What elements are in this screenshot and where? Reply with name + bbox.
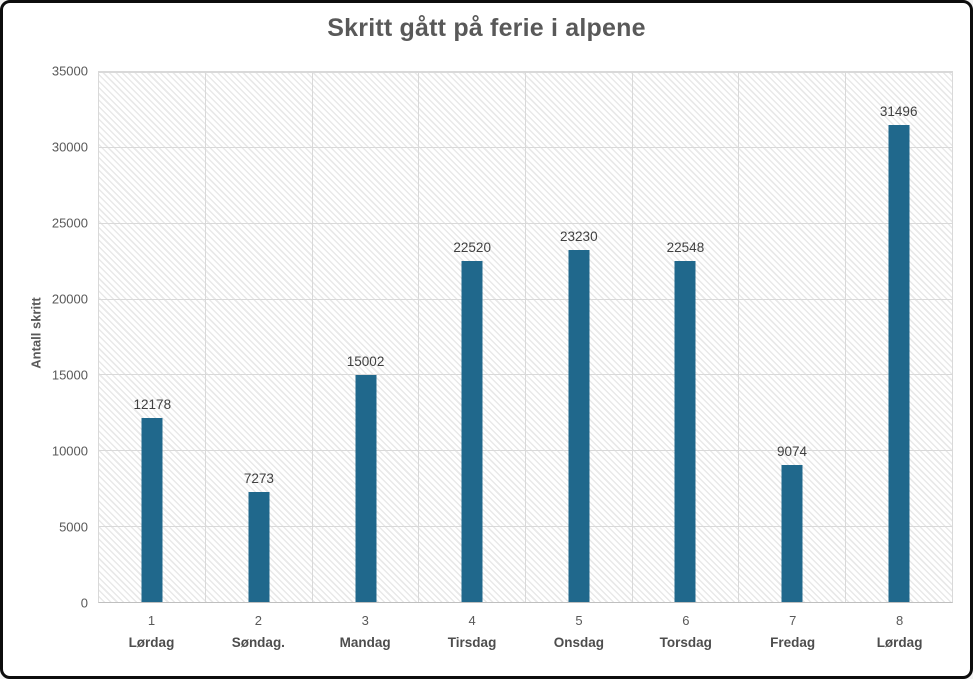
x-axis-day-name: Tirsdag: [447, 635, 497, 650]
bar-value-label: 22548: [666, 239, 705, 255]
category-slot: 9074: [739, 72, 846, 602]
vertical-gridline: [844, 72, 846, 602]
bar-value-label: 22520: [453, 239, 491, 255]
bar-value-label: 15002: [346, 353, 385, 369]
x-axis-day-number: 5: [575, 613, 583, 628]
x-axis-category: 6 Torsdag: [632, 604, 739, 674]
vertical-gridline: [525, 72, 526, 602]
bar-value-label: 12178: [133, 396, 172, 412]
bar: [888, 125, 910, 602]
x-axis-day-name: Mandag: [339, 635, 391, 650]
x-axis-day-number: 6: [682, 613, 690, 628]
x-axis-category: 7 Fredag: [739, 604, 846, 674]
category-slot: 31496: [845, 72, 952, 602]
category-slot: 22548: [632, 72, 739, 602]
x-axis-day-number: 8: [895, 613, 904, 628]
bar: [568, 250, 590, 602]
vertical-gridline: [205, 72, 207, 602]
x-axis-category: 2 Søndag.: [205, 604, 312, 674]
chart-title: Skritt gått på ferie i alpene: [327, 14, 646, 42]
x-axis-day-name: Lørdag: [876, 635, 923, 650]
x-axis-day-number: 7: [789, 613, 797, 628]
vertical-gridline: [418, 72, 420, 602]
vertical-gridline: [631, 72, 633, 602]
category-slot: 23230: [526, 72, 633, 602]
y-axis-tick-label: 25000: [51, 215, 88, 231]
x-axis-day-name: Onsdag: [553, 635, 605, 650]
y-axis-tick-label: 0: [80, 595, 88, 611]
x-axis-category: 8 Lørdag: [846, 604, 953, 674]
plot-area: 12178 7273 15002 22520 23230 22548 9074 31496: [98, 71, 953, 603]
x-axis-day-number: 2: [254, 613, 262, 628]
category-slot: 22520: [419, 72, 526, 602]
x-axis-day-name: Søndag.: [231, 635, 285, 650]
category-slot: 15002: [312, 72, 419, 602]
bar-value-label: 31496: [879, 104, 918, 120]
vertical-gridline: [311, 72, 313, 602]
y-axis-tick-label: 10000: [51, 443, 88, 459]
x-axis-day-number: 3: [361, 613, 369, 628]
y-axis-tick-label: 35000: [51, 63, 88, 79]
bar: [248, 491, 270, 602]
bar: [461, 260, 483, 602]
x-axis-category: 3 Mandag: [312, 604, 419, 674]
y-axis-tick-label: 15000: [51, 367, 88, 383]
x-axis-day-number: 4: [468, 613, 476, 628]
bar: [141, 417, 163, 602]
bar: [355, 374, 377, 602]
x-axis-category: 5 Onsdag: [526, 604, 633, 674]
category-slot: 7273: [206, 72, 313, 602]
bar-value-label: 23230: [560, 229, 598, 245]
bar: [781, 464, 803, 602]
category-slot: 12178: [99, 72, 206, 602]
vertical-gridline: [738, 72, 740, 602]
y-axis-tick-label: 20000: [51, 291, 88, 307]
y-axis-tick-labels: 0 5000 10000 15000 20000 25000 30000 35000: [3, 64, 88, 611]
x-axis-category: 1 Lørdag: [98, 604, 205, 674]
x-axis-day-name: Lørdag: [128, 635, 175, 650]
bar-value-label: 9074: [777, 443, 808, 459]
x-axis-day-name: Fredag: [770, 635, 816, 650]
x-axis-category: 4 Tirsdag: [419, 604, 526, 674]
x-axis-labels: 1 Lørdag 2 Søndag. 3 Mandag 4 Tirsdag 5 Onsdag 6 To…: [98, 604, 953, 674]
y-axis-tick-label: 5000: [59, 519, 88, 535]
y-axis-tick-label: 30000: [51, 139, 88, 155]
bar: [674, 260, 696, 602]
x-axis-day-name: Torsdag: [659, 635, 712, 650]
bar-value-label: 7273: [243, 470, 274, 486]
x-axis-day-number: 1: [147, 613, 156, 628]
